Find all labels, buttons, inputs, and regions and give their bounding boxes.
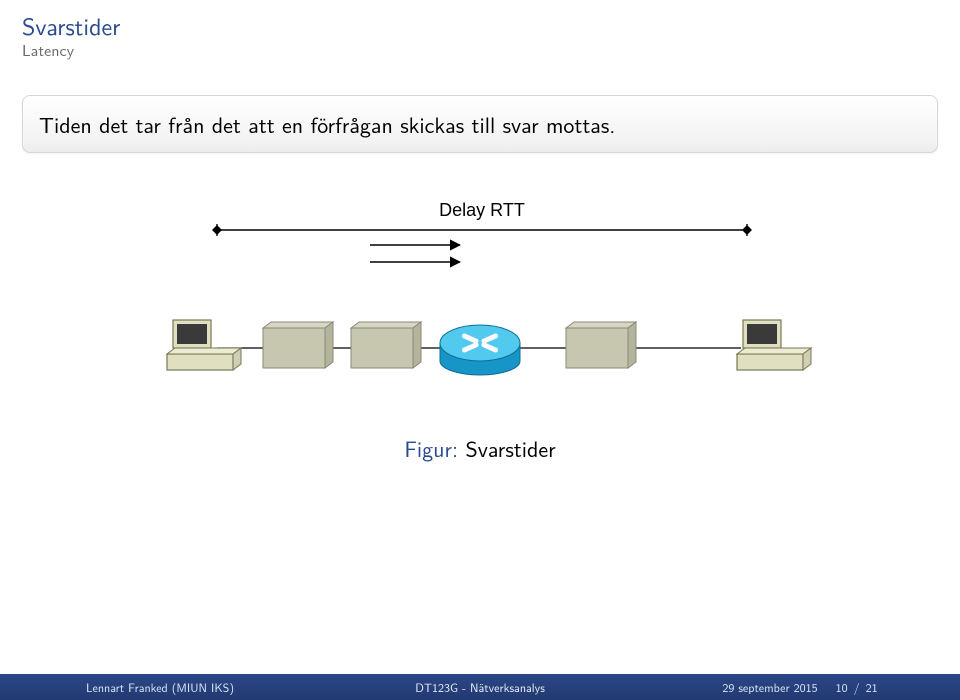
footer-date: 29 september 2015 [722, 678, 817, 696]
footer-page-slash: / [848, 678, 866, 696]
svg-text:Delay RTT: Delay RTT [439, 200, 525, 220]
figure-caption: Figur: Svarstider [0, 432, 960, 464]
latency-diagram-svg: Delay RTT [105, 190, 855, 410]
latency-diagram: Delay RTT [0, 190, 960, 415]
footer-course: DT123G - Nätverksanalys [320, 674, 640, 700]
footer: Lennart Franked (MIUN IKS) DT123G - Nätv… [0, 674, 960, 700]
footer-author: Lennart Franked (MIUN IKS) [0, 674, 320, 700]
footer-page-current: 10 [836, 678, 848, 696]
figure-caption-text: Svarstider [465, 432, 555, 464]
definition-box: Tiden det tar från det att en förfrågan … [22, 95, 938, 153]
slide-subtitle: Latency [22, 38, 74, 61]
definition-text: Tiden det tar från det att en förfrågan … [39, 108, 615, 140]
figure-caption-label: Figur: [404, 432, 458, 464]
footer-page-total: 21 [866, 678, 878, 696]
footer-date-page: 29 september 2015 10 / 21 [640, 674, 960, 700]
footer-page-sep [818, 678, 836, 696]
